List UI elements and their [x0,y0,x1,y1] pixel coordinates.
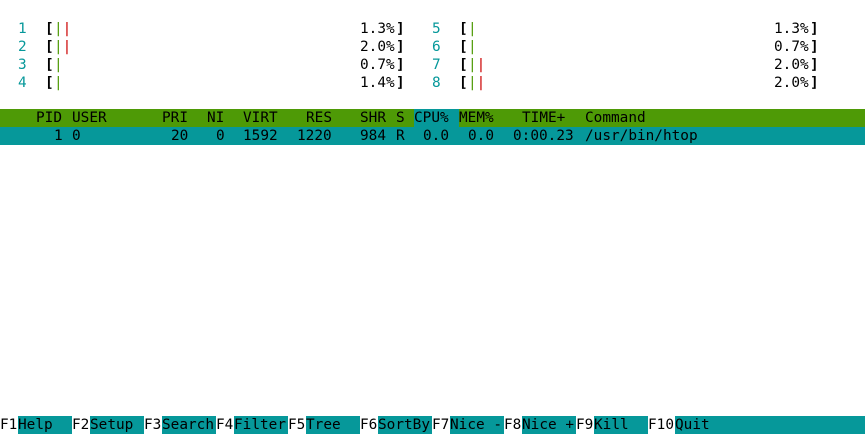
process-virt: 1592 [243,128,278,144]
fkey-f10[interactable]: F10 [648,416,674,434]
cpu-meter-percent: 0.7% [774,39,809,55]
cpu-meter-2: 2 [ || 2.0% ] [0,38,420,56]
process-state: R [396,128,405,144]
column-header-time[interactable]: TIME+ [522,110,566,126]
cpu-meter-id: 5 [432,21,441,37]
fkey-sortby-label[interactable]: SortBy [378,416,432,434]
fkey-filter-label[interactable]: Filter [234,416,288,434]
meter-bracket-close: ] [396,39,405,55]
process-ni: 0 [216,128,225,144]
fkey-f4[interactable]: F4 [216,416,234,434]
function-key-bar: F1 Help F2 Setup F3 Search F4 Filter F5 … [0,416,865,434]
meter-bracket-close: ] [810,21,819,37]
cpu-meter-percent: 1.3% [360,21,395,37]
fkey-f9[interactable]: F9 [576,416,594,434]
fkey-f8[interactable]: F8 [504,416,522,434]
meter-bracket-close: ] [810,75,819,91]
column-header-command[interactable]: Command [585,110,646,126]
process-shr: 984 [360,128,386,144]
meter-bracket-close: ] [810,39,819,55]
fkey-kill-label[interactable]: Kill [594,416,648,434]
fkey-tree-label[interactable]: Tree [306,416,360,434]
column-header-res[interactable]: RES [306,110,332,126]
cpu-meter-bar: || [54,21,72,37]
fkey-help-label[interactable]: Help [18,416,72,434]
cpu-meter-id: 4 [18,75,27,91]
cpu-meter-id: 2 [18,39,27,55]
column-header-ni[interactable]: NI [207,110,225,126]
meter-bracket-close: ] [396,57,405,73]
cpu-meter-id: 6 [432,39,441,55]
process-mem: 0.0 [468,128,494,144]
column-header-pri[interactable]: PRI [162,110,188,126]
process-cpu: 0.0 [423,128,449,144]
cpu-meter-bar: | [54,57,63,73]
cpu-meter-id: 7 [432,57,441,73]
column-header-user[interactable]: USER [72,110,107,126]
meter-bracket-close: ] [810,57,819,73]
fkey-f3[interactable]: F3 [144,416,162,434]
column-header-pid[interactable]: PID [36,110,62,126]
cpu-meter-7: 7 [ || 2.0% ] [0,56,865,74]
cpu-meter-percent: 2.0% [774,75,809,91]
cpu-meter-bar: || [468,57,486,73]
column-header-state[interactable]: S [396,110,405,126]
cpu-meter-4: 4 [ | 1.4% ] [0,74,420,92]
cpu-meter-3: 3 [ | 0.7% ] [0,56,420,74]
fkey-f2[interactable]: F2 [72,416,90,434]
process-table-header: PID USER PRI NI VIRT RES SHR S CPU% MEM%… [0,109,865,127]
fkey-search-label[interactable]: Search [162,416,216,434]
column-header-virt[interactable]: VIRT [243,110,278,126]
process-res: 1220 [297,128,332,144]
cpu-meter-id: 1 [18,21,27,37]
cpu-meter-bar: || [54,39,72,55]
process-pri: 20 [171,128,189,144]
meter-bracket-open: [ [459,75,468,91]
meter-bracket-open: [ [45,57,54,73]
meter-bracket-close: ] [396,75,405,91]
cpu-meter-bar: || [468,75,486,91]
column-header-cpu-sorted[interactable]: CPU% [414,109,459,127]
meter-bracket-close: ] [396,21,405,37]
meter-bracket-open: [ [459,39,468,55]
cpu-meter-6: 6 [ | 0.7% ] [0,38,865,56]
cpu-meter-8: 8 [ || 2.0% ] [0,74,865,92]
cpu-meter-percent: 2.0% [360,39,395,55]
meter-bracket-open: [ [45,75,54,91]
cpu-meter-percent: 1.4% [360,75,395,91]
column-header-mem[interactable]: MEM% [459,110,494,126]
fkey-f1[interactable]: F1 [0,416,18,434]
process-command: /usr/bin/htop [585,128,698,144]
fkey-f7[interactable]: F7 [432,416,450,434]
process-user: 0 [72,128,81,144]
cpu-meter-bar: | [54,75,63,91]
cpu-meter-percent: 2.0% [774,57,809,73]
meter-bracket-open: [ [45,39,54,55]
column-header-shr[interactable]: SHR [360,110,386,126]
cpu-meter-percent: 0.7% [360,57,395,73]
meter-bracket-open: [ [45,21,54,37]
fkey-nice-plus-label[interactable]: Nice + [522,416,576,434]
meter-bracket-open: [ [459,57,468,73]
cpu-meter-5: 5 [ | 1.3% ] [0,20,865,38]
fkey-quit-label[interactable]: Quit [675,416,865,434]
cpu-meter-bar: | [468,21,477,37]
cpu-meter-1: 1 [ || 1.3% ] [0,20,420,38]
process-pid: 1 [54,128,63,144]
cpu-meter-id: 3 [18,57,27,73]
cpu-meter-id: 8 [432,75,441,91]
cpu-meter-bar: | [468,39,477,55]
process-row-selected[interactable]: 1 0 20 0 1592 1220 984 R 0.0 0.0 0:00.23… [0,127,865,145]
cpu-meter-percent: 1.3% [774,21,809,37]
fkey-nice-minus-label[interactable]: Nice - [450,416,504,434]
fkey-f6[interactable]: F6 [360,416,378,434]
fkey-setup-label[interactable]: Setup [90,416,144,434]
fkey-f5[interactable]: F5 [288,416,306,434]
meter-bracket-open: [ [459,21,468,37]
process-time: 0:00.23 [513,128,574,144]
